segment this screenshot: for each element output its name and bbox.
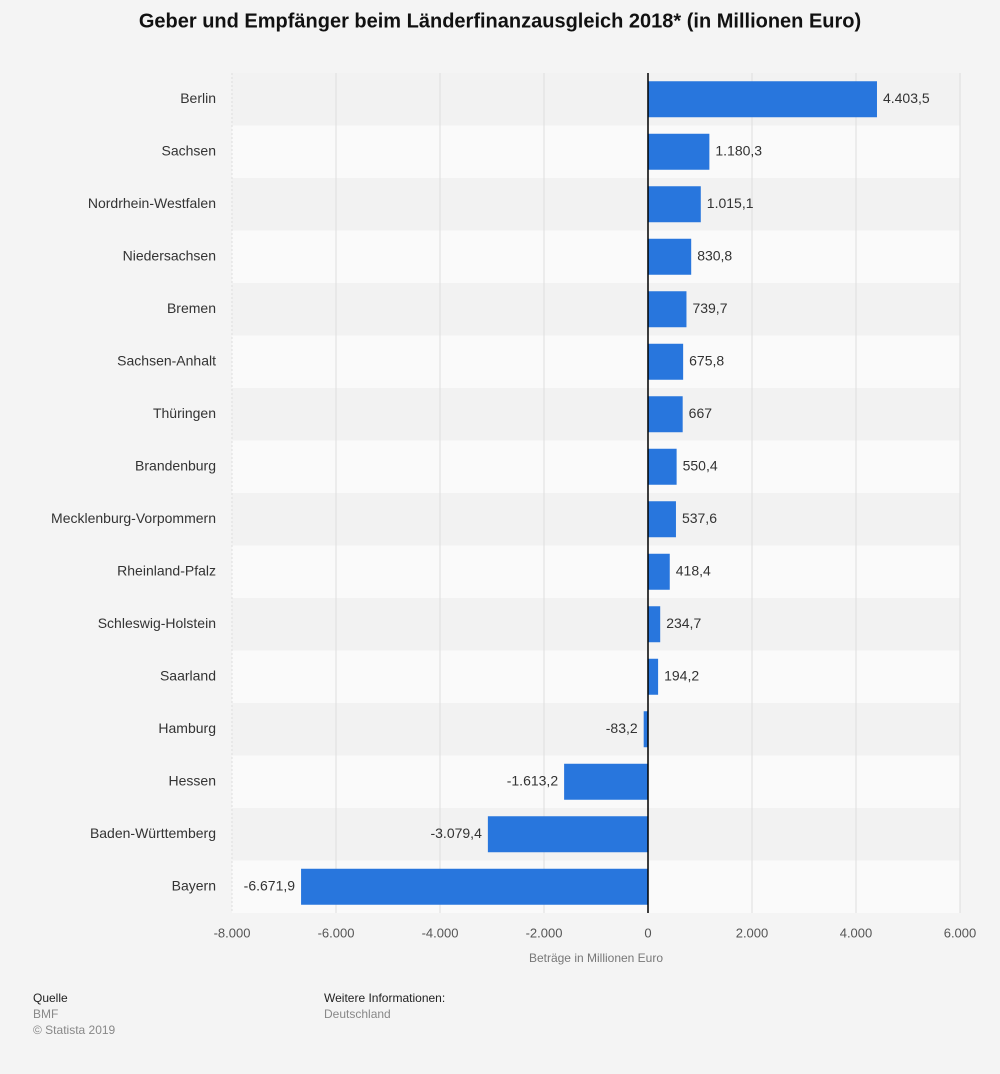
bar	[648, 343, 684, 380]
x-axis-label: Beträge in Millionen Euro	[529, 951, 663, 965]
value-label: 234,7	[666, 615, 701, 631]
value-label: 667	[689, 405, 713, 421]
y-tick-label: Nordrhein-Westfalen	[88, 195, 216, 211]
row-band	[232, 388, 960, 441]
y-tick-label: Mecklenburg-Vorpommern	[51, 510, 216, 526]
source-text: BMF	[33, 1007, 59, 1021]
chart-title: Geber und Empfänger beim Länderfinanzaus…	[139, 10, 861, 32]
value-label: 194,2	[664, 667, 699, 683]
bar	[564, 763, 648, 800]
row-band	[232, 703, 960, 756]
bar	[648, 291, 687, 328]
value-label: -1.613,2	[507, 772, 559, 788]
info: Weitere Informationen: Deutschland	[324, 990, 445, 1022]
y-tick-label: Sachsen-Anhalt	[117, 352, 216, 368]
row-band	[232, 283, 960, 336]
value-label: 1.180,3	[715, 142, 762, 158]
bar	[643, 711, 648, 748]
value-label: 830,8	[697, 247, 732, 263]
source: Quelle BMF © Statista 2019	[33, 990, 115, 1038]
x-tick-label: 2.000	[736, 925, 769, 940]
bar	[648, 133, 710, 170]
bar	[648, 553, 670, 590]
value-label: 550,4	[683, 457, 718, 473]
row-band	[232, 493, 960, 546]
bar	[648, 238, 692, 275]
y-tick-label: Niedersachsen	[123, 247, 216, 263]
row-band	[232, 440, 960, 493]
bar	[648, 396, 683, 433]
value-label: 739,7	[692, 300, 727, 316]
value-label: 675,8	[689, 352, 724, 368]
bar	[487, 816, 648, 853]
value-label: 4.403,5	[883, 90, 930, 106]
y-tick-label: Baden-Württemberg	[90, 825, 216, 841]
value-label: -83,2	[606, 720, 638, 736]
y-tick-label: Sachsen	[162, 142, 216, 158]
x-tick-label: 0	[644, 925, 651, 940]
x-tick-label: 4.000	[840, 925, 873, 940]
y-tick-label: Hessen	[169, 772, 216, 788]
x-tick-label: -6.000	[318, 925, 355, 940]
row-band	[232, 650, 960, 703]
value-label: 537,6	[682, 510, 717, 526]
row-band	[232, 335, 960, 388]
y-tick-label: Bremen	[167, 300, 216, 316]
value-label: 1.015,1	[707, 195, 754, 211]
y-tick-label: Berlin	[180, 90, 216, 106]
bar	[648, 448, 677, 485]
value-label: 418,4	[676, 562, 711, 578]
y-tick-label: Hamburg	[158, 720, 216, 736]
bar	[648, 501, 676, 538]
y-tick-label: Saarland	[160, 667, 216, 683]
value-label: -3.079,4	[430, 825, 482, 841]
bar	[301, 868, 648, 905]
row-band	[232, 125, 960, 178]
bar	[648, 186, 701, 223]
info-text: Deutschland	[324, 1007, 391, 1021]
y-tick-label: Bayern	[172, 877, 216, 893]
x-tick-label: -4.000	[422, 925, 459, 940]
bar	[648, 658, 659, 695]
source-title: Quelle	[33, 991, 68, 1005]
row-band	[232, 178, 960, 231]
y-tick-label: Brandenburg	[135, 457, 216, 473]
row-band	[232, 545, 960, 598]
x-tick-label: -8.000	[214, 925, 251, 940]
info-title: Weitere Informationen:	[324, 991, 446, 1005]
bar	[648, 81, 877, 118]
y-tick-label: Schleswig-Holstein	[98, 615, 216, 631]
x-tick-label: 6.000	[944, 925, 977, 940]
row-band	[232, 598, 960, 651]
y-tick-label: Rheinland-Pfalz	[117, 562, 216, 578]
copyright: © Statista 2019	[33, 1023, 116, 1037]
value-label: -6.671,9	[244, 877, 296, 893]
bar	[648, 606, 661, 643]
y-tick-label: Thüringen	[153, 405, 216, 421]
x-tick-label: -2.000	[526, 925, 563, 940]
row-band	[232, 230, 960, 283]
